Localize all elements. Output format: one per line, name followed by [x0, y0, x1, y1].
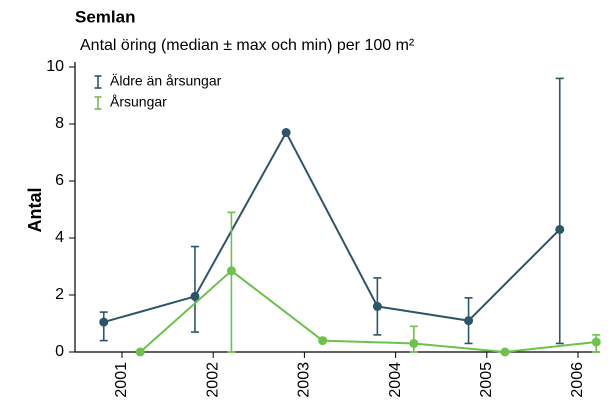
y-tick-label: 4: [55, 229, 64, 246]
data-point: [318, 336, 328, 346]
data-point: [190, 291, 200, 301]
y-axis-label: Antal: [25, 188, 45, 233]
y-tick-label: 0: [55, 343, 64, 360]
data-point: [135, 347, 145, 357]
x-tick-label: 2001: [113, 362, 130, 398]
data-point: [226, 266, 236, 276]
x-tick-label: 2003: [296, 362, 313, 398]
series-line: [139, 269, 597, 354]
data-point: [99, 317, 109, 327]
legend-label: Årsungar: [110, 94, 167, 110]
series-line: [103, 130, 561, 324]
x-tick-label: 2002: [204, 362, 221, 398]
data-point: [409, 338, 419, 348]
y-tick-label: 6: [55, 172, 64, 189]
data-point: [372, 301, 382, 311]
x-tick-label: 2006: [569, 362, 586, 398]
data-point: [464, 316, 474, 326]
chart-title: Semlan: [75, 7, 135, 26]
legend-label: Äldre än årsungar: [110, 73, 222, 89]
data-point: [500, 347, 510, 357]
y-tick-label: 2: [55, 286, 64, 303]
x-tick-label: 2005: [478, 362, 495, 398]
y-tick-label: 10: [46, 58, 64, 75]
data-point: [281, 128, 291, 138]
data-point: [591, 337, 601, 347]
chart-subtitle: Antal öring (median ± max och min) per 1…: [80, 37, 415, 54]
x-tick-label: 2004: [387, 362, 404, 398]
data-point: [555, 224, 565, 234]
y-tick-label: 8: [55, 115, 64, 132]
